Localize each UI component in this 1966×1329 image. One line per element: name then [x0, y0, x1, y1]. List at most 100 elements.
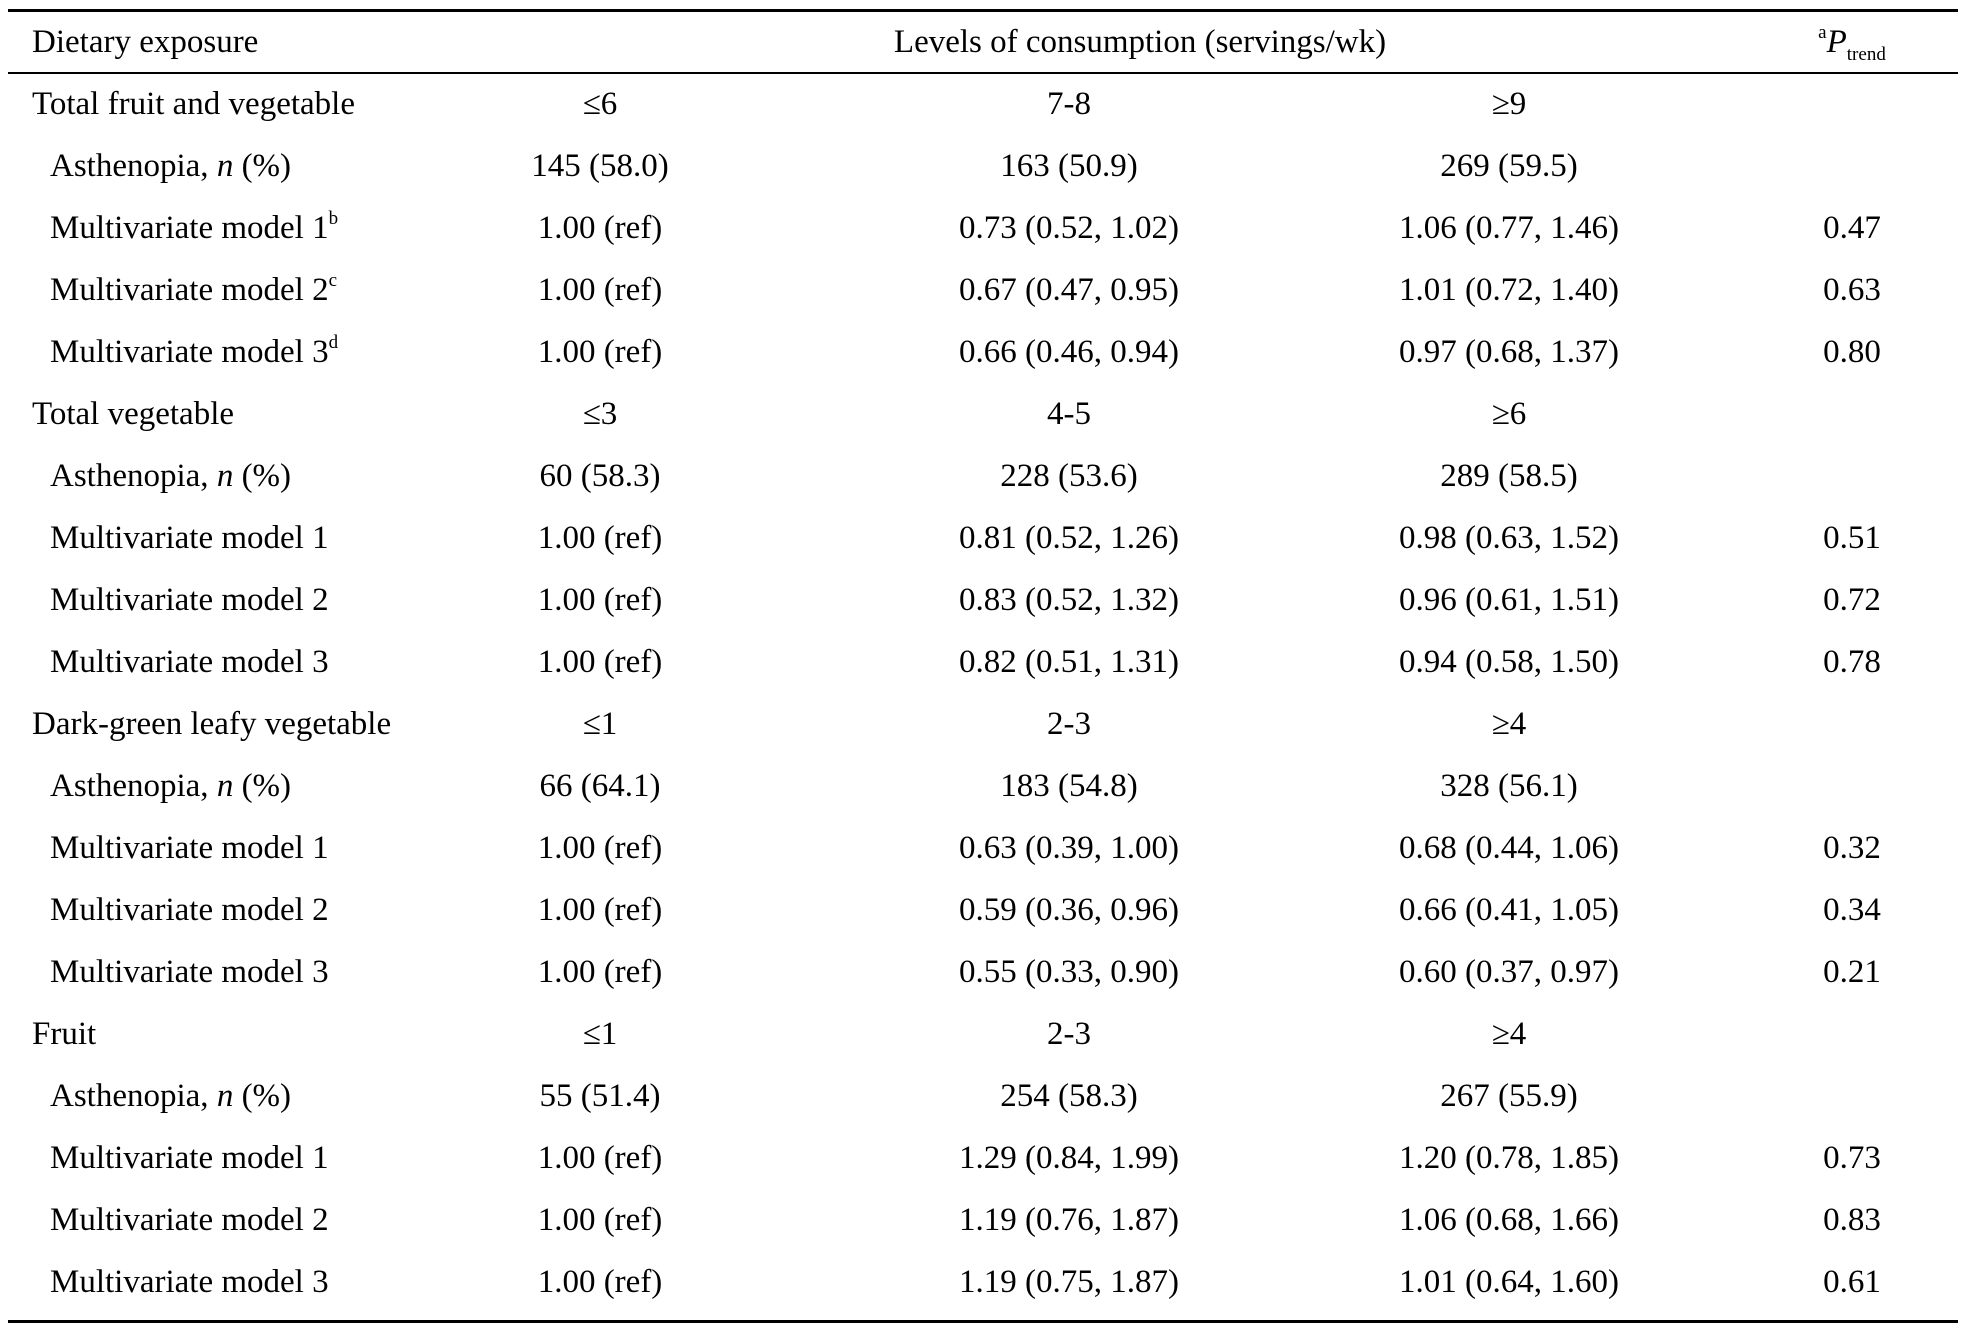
asthenopia-high: 328 (56.1)	[1440, 768, 1578, 804]
model1-label: Multivariate model 1b	[50, 208, 339, 246]
asthenopia-label: Asthenopia, n (%)	[50, 148, 292, 184]
group-header-row: Dark-green leafy vegetable ≤1 2-3 ≥4	[0, 693, 1966, 755]
level-mid: 2-3	[1047, 706, 1091, 742]
asthenopia-row: Asthenopia, n (%) 55 (51.4) 254 (58.3) 2…	[0, 1065, 1966, 1127]
asthenopia-high: 289 (58.5)	[1440, 458, 1578, 494]
model-value-high: 1.01 (0.72, 1.40)	[1399, 272, 1619, 308]
table-header-row: Dietary exposure Levels of consumption (…	[0, 11, 1966, 73]
model-value-high: 1.06 (0.68, 1.66)	[1399, 1202, 1619, 1238]
level-mid: 2-3	[1047, 1016, 1091, 1052]
exposure-name: Total fruit and vegetable	[32, 86, 355, 122]
asthenopia-row: Asthenopia, n (%) 60 (58.3) 228 (53.6) 2…	[0, 445, 1966, 507]
model3-label: Multivariate model 3	[50, 954, 329, 990]
model-value-mid: 1.19 (0.75, 1.87)	[959, 1264, 1179, 1300]
asthenopia-label: Asthenopia, n (%)	[50, 768, 292, 804]
asthenopia-label: Asthenopia, n (%)	[50, 1078, 292, 1114]
model-value-high: 1.20 (0.78, 1.85)	[1399, 1140, 1619, 1176]
model3-row: Multivariate model 3 1.00 (ref) 1.19 (0.…	[0, 1251, 1966, 1313]
model2-label: Multivariate model 2c	[50, 270, 338, 308]
model2-row: Multivariate model 2 1.00 (ref) 0.83 (0.…	[0, 569, 1966, 631]
asthenopia-low: 55 (51.4)	[539, 1078, 661, 1114]
model-ptrend: 0.78	[1823, 644, 1881, 680]
model3-row: Multivariate model 3d 1.00 (ref) 0.66 (0…	[0, 321, 1966, 383]
header-ptrend: aPtrend	[1752, 11, 1952, 73]
asthenopia-row: Asthenopia, n (%) 145 (58.0) 163 (50.9) …	[0, 135, 1966, 197]
model-value-low: 1.00 (ref)	[537, 954, 663, 990]
model3-label: Multivariate model 3	[50, 1264, 329, 1300]
model-value-low: 1.00 (ref)	[537, 582, 663, 618]
model-ptrend: 0.34	[1823, 892, 1881, 928]
model1-row: Multivariate model 1 1.00 (ref) 0.81 (0.…	[0, 507, 1966, 569]
model-value-low: 1.00 (ref)	[537, 830, 663, 866]
model-value-mid: 1.29 (0.84, 1.99)	[959, 1140, 1179, 1176]
model-value-high: 0.98 (0.63, 1.52)	[1399, 520, 1619, 556]
model-ptrend: 0.32	[1823, 830, 1881, 866]
model1-label: Multivariate model 1	[50, 520, 329, 556]
level-high: ≥9	[1491, 86, 1527, 122]
model-value-mid: 0.55 (0.33, 0.90)	[959, 954, 1179, 990]
model2-row: Multivariate model 2 1.00 (ref) 1.19 (0.…	[0, 1189, 1966, 1251]
asthenopia-high: 269 (59.5)	[1440, 148, 1578, 184]
model1-row: Multivariate model 1 1.00 (ref) 1.29 (0.…	[0, 1127, 1966, 1189]
level-low: ≤6	[582, 86, 618, 122]
header-levels: Levels of consumption (servings/wk)	[893, 24, 1387, 60]
model-value-high: 0.60 (0.37, 0.97)	[1399, 954, 1619, 990]
model-value-mid: 0.63 (0.39, 1.00)	[959, 830, 1179, 866]
model-ptrend: 0.21	[1823, 954, 1881, 990]
model2-label: Multivariate model 2	[50, 582, 329, 618]
asthenopia-mid: 163 (50.9)	[1000, 148, 1138, 184]
asthenopia-mid: 228 (53.6)	[1000, 458, 1138, 494]
group-header-row: Total fruit and vegetable ≤6 7-8 ≥9	[0, 73, 1966, 135]
model-value-high: 0.68 (0.44, 1.06)	[1399, 830, 1619, 866]
model2-row: Multivariate model 2c 1.00 (ref) 0.67 (0…	[0, 259, 1966, 321]
model-value-mid: 0.83 (0.52, 1.32)	[959, 582, 1179, 618]
model-value-mid: 0.82 (0.51, 1.31)	[959, 644, 1179, 680]
model-ptrend: 0.63	[1823, 272, 1881, 308]
asthenopia-low: 145 (58.0)	[531, 148, 669, 184]
model-value-low: 1.00 (ref)	[537, 1264, 663, 1300]
exposure-name: Dark-green leafy vegetable	[32, 706, 392, 742]
model-ptrend: 0.80	[1823, 334, 1881, 370]
level-high: ≥4	[1491, 1016, 1527, 1052]
table-header-rule	[8, 72, 1958, 74]
model3-label: Multivariate model 3	[50, 644, 329, 680]
model-value-high: 0.96 (0.61, 1.51)	[1399, 582, 1619, 618]
model2-row: Multivariate model 2 1.00 (ref) 0.59 (0.…	[0, 879, 1966, 941]
model-value-low: 1.00 (ref)	[537, 334, 663, 370]
level-mid: 7-8	[1047, 86, 1091, 122]
model-ptrend: 0.73	[1823, 1140, 1881, 1176]
model-value-low: 1.00 (ref)	[537, 210, 663, 246]
model1-label: Multivariate model 1	[50, 830, 329, 866]
model-value-mid: 1.19 (0.76, 1.87)	[959, 1202, 1179, 1238]
model-ptrend: 0.47	[1823, 210, 1881, 246]
model-value-low: 1.00 (ref)	[537, 272, 663, 308]
model-value-high: 0.66 (0.41, 1.05)	[1399, 892, 1619, 928]
model3-row: Multivariate model 3 1.00 (ref) 0.55 (0.…	[0, 941, 1966, 1003]
model-value-low: 1.00 (ref)	[537, 1140, 663, 1176]
level-low: ≤1	[582, 706, 618, 742]
level-high: ≥4	[1491, 706, 1527, 742]
header-exposure: Dietary exposure	[32, 24, 259, 60]
asthenopia-low: 60 (58.3)	[539, 458, 661, 494]
model-value-high: 0.94 (0.58, 1.50)	[1399, 644, 1619, 680]
level-mid: 4-5	[1047, 396, 1091, 432]
model-value-high: 1.06 (0.77, 1.46)	[1399, 210, 1619, 246]
model-value-mid: 0.67 (0.47, 0.95)	[959, 272, 1179, 308]
level-low: ≤3	[582, 396, 618, 432]
model-value-low: 1.00 (ref)	[537, 520, 663, 556]
exposure-name: Fruit	[32, 1016, 97, 1052]
model-value-mid: 0.59 (0.36, 0.96)	[959, 892, 1179, 928]
asthenopia-high: 267 (55.9)	[1440, 1078, 1578, 1114]
table-top-rule	[8, 9, 1958, 12]
model2-label: Multivariate model 2	[50, 1202, 329, 1238]
model-value-high: 1.01 (0.64, 1.60)	[1399, 1264, 1619, 1300]
asthenopia-row: Asthenopia, n (%) 66 (64.1) 183 (54.8) 3…	[0, 755, 1966, 817]
model2-label: Multivariate model 2	[50, 892, 329, 928]
model-ptrend: 0.61	[1823, 1264, 1881, 1300]
asthenopia-mid: 183 (54.8)	[1000, 768, 1138, 804]
model-value-mid: 0.66 (0.46, 0.94)	[959, 334, 1179, 370]
model-value-low: 1.00 (ref)	[537, 892, 663, 928]
level-low: ≤1	[582, 1016, 618, 1052]
model-value-high: 0.97 (0.68, 1.37)	[1399, 334, 1619, 370]
model1-label: Multivariate model 1	[50, 1140, 329, 1176]
